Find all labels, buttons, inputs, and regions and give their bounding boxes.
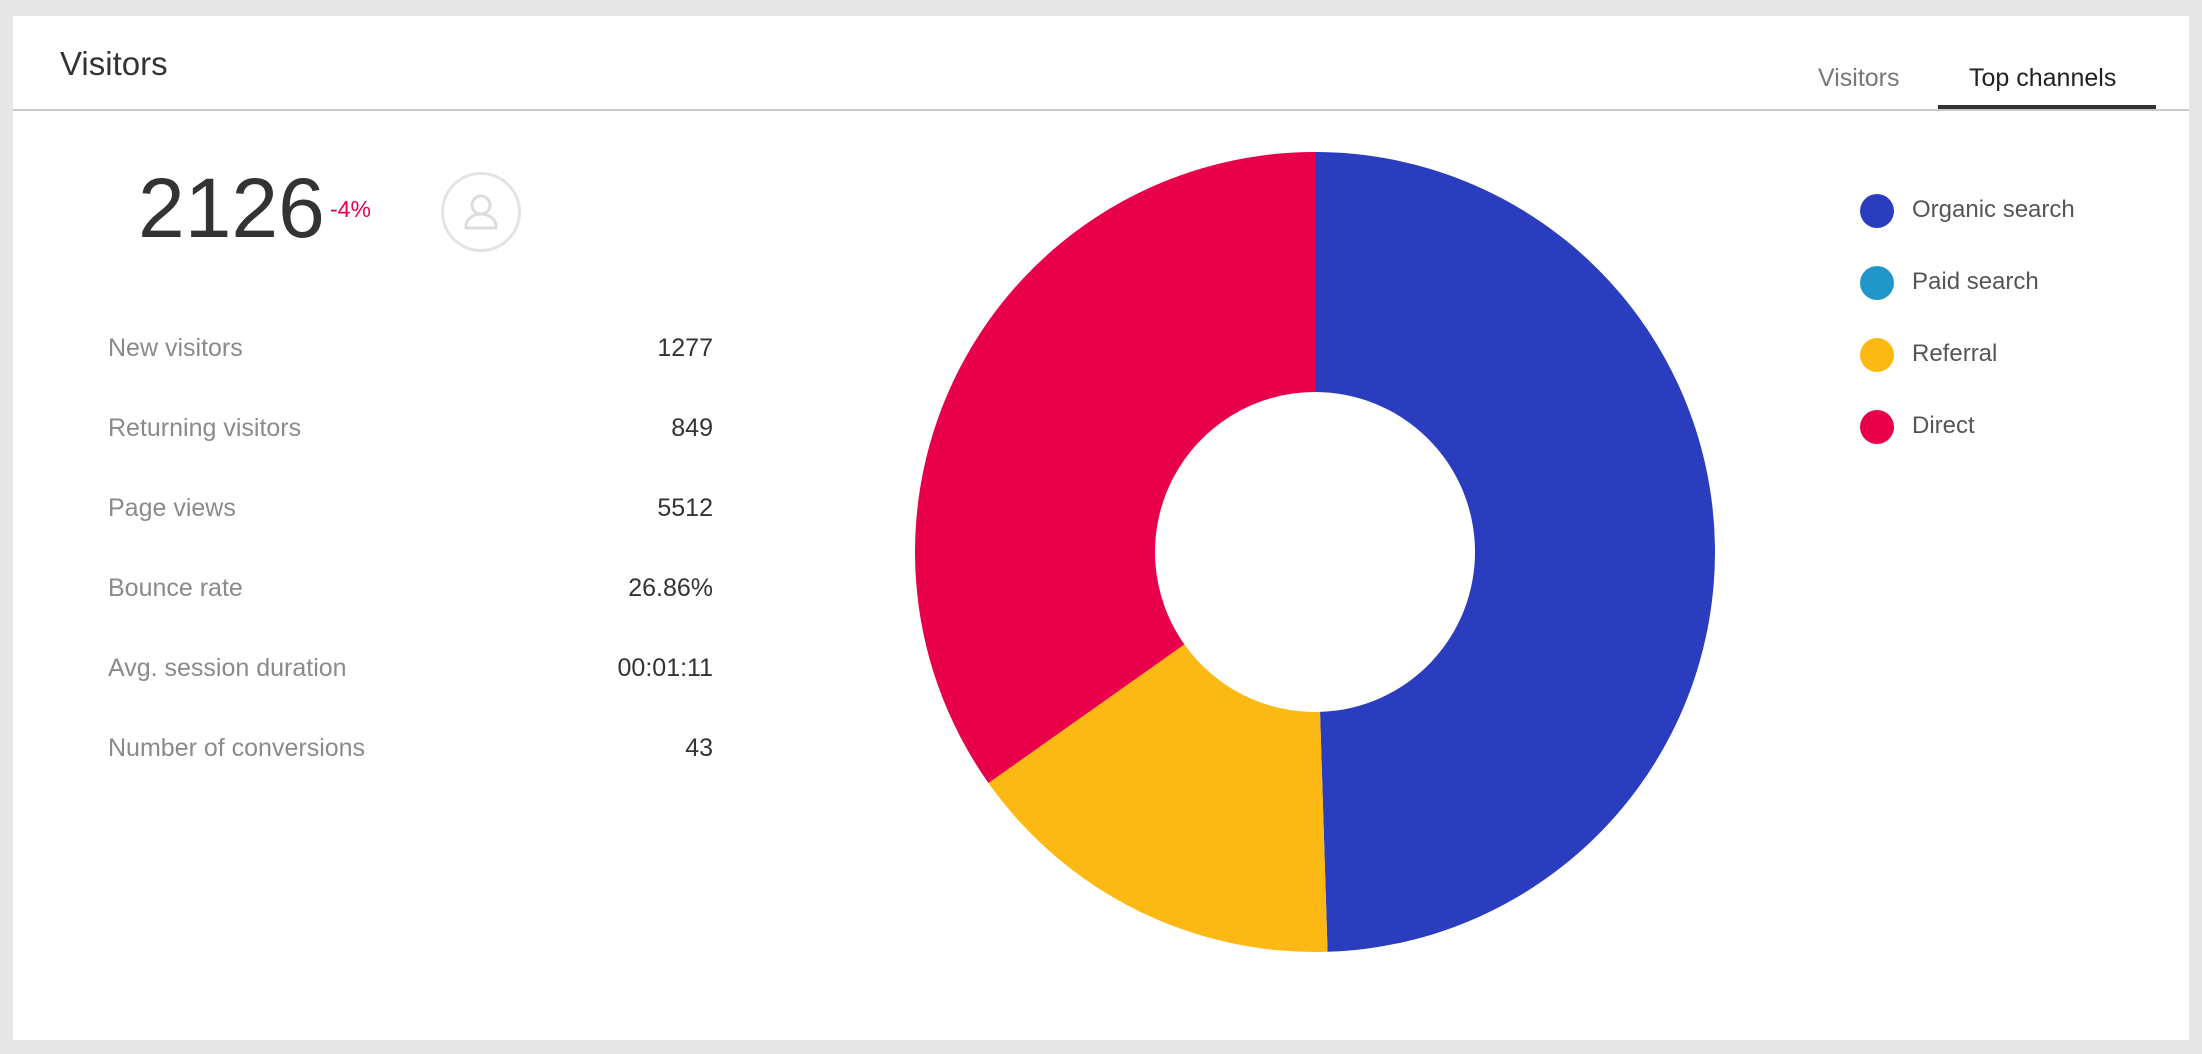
legend-dot-paid-search	[1860, 266, 1894, 300]
legend-dot-referral	[1860, 338, 1894, 372]
tab-top-channels[interactable]: Top channels	[1969, 64, 2117, 92]
tab-visitors[interactable]: Visitors	[1818, 64, 1900, 92]
donut-slice-direct[interactable]	[915, 152, 1315, 784]
active-tab-indicator	[1938, 105, 2156, 109]
donut-slice-referral[interactable]	[988, 644, 1328, 952]
stat-label-conversions: Number of conversions	[108, 734, 366, 762]
stat-value-avg-session-duration: 00:01:11	[617, 654, 713, 682]
stat-label-new-visitors: New visitors	[108, 334, 243, 362]
card-title: Visitors	[60, 45, 168, 82]
visitors-change-badge: -4%	[330, 196, 371, 222]
legend-label-organic-search: Organic search	[1912, 196, 2075, 223]
stat-value-conversions: 43	[685, 734, 713, 762]
legend-label-direct: Direct	[1912, 412, 1975, 439]
stat-value-bounce-rate: 26.86%	[628, 574, 713, 602]
user-icon	[441, 172, 521, 252]
donut-slice-organic-search[interactable]	[1315, 152, 1715, 952]
top-channels-donut-chart	[915, 152, 1715, 952]
stat-label-avg-session-duration: Avg. session duration	[108, 654, 347, 682]
stat-label-returning-visitors: Returning visitors	[108, 414, 302, 442]
card-header: Visitors Visitors Top channels	[13, 16, 2189, 111]
total-visitors-value: 2126	[138, 161, 325, 255]
stat-value-new-visitors: 1277	[657, 334, 713, 362]
stat-value-returning-visitors: 849	[671, 414, 713, 442]
legend-dot-organic-search	[1860, 194, 1894, 228]
visitors-card: Visitors Visitors Top channels 2126 -4% …	[13, 16, 2189, 1040]
stat-label-page-views: Page views	[108, 494, 236, 522]
legend-label-paid-search: Paid search	[1912, 268, 2039, 295]
stat-label-bounce-rate: Bounce rate	[108, 574, 243, 602]
legend-label-referral: Referral	[1912, 340, 1998, 367]
legend-dot-direct	[1860, 410, 1894, 444]
stat-value-page-views: 5512	[657, 494, 713, 522]
